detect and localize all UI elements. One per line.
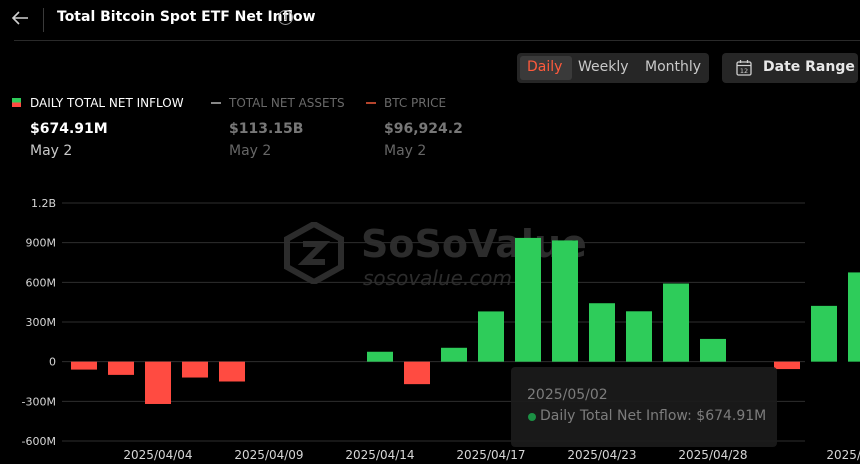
date-range-label: Date Range [763,59,855,75]
bar-2025-04-07[interactable] [182,361,208,378]
legend-value: $674.91M [30,121,108,137]
x-tick-label: 2025/05/02 [826,448,860,462]
y-tick-label: -300M [22,395,56,408]
tooltip-series-dot-icon [528,413,536,421]
x-tick-label: 2025/04/23 [567,448,636,462]
tab-monthly[interactable]: Monthly [645,59,702,75]
bar-2025-04-25[interactable] [663,283,689,362]
back-arrow-icon[interactable] [10,8,30,28]
bar-2025-04-17[interactable] [478,311,504,362]
bar-2025-04-08[interactable] [219,361,245,382]
y-tick-label: 900M [26,237,57,250]
legend-key-assets-icon [211,102,221,104]
y-tick-label: -600M [22,435,56,448]
y-tick-label: 600M [26,276,57,289]
watermark: SoSoValue sosovalue.com [283,220,603,290]
bar-2025-04-24[interactable] [626,311,652,362]
tooltip-date: 2025/05/02 [527,387,608,403]
period-tabs: Daily Weekly Monthly [517,53,709,83]
info-icon[interactable]: i [278,10,293,25]
tooltip-label: Daily Total Net Inflow: $674.91M [540,408,767,424]
bar-2025-04-30[interactable] [774,361,800,370]
watermark-url: sosovalue.com [363,266,513,290]
legend-value: $96,924.2 [384,121,463,137]
x-tick-label: 2025/04/04 [123,448,192,462]
y-tick-label: 1.2B [31,197,56,210]
calendar-icon: 12 [736,60,752,76]
active-tab-background [520,56,572,80]
date-range-button[interactable]: 12 Date Range [722,53,858,83]
x-tick-label: 2025/04/09 [234,448,303,462]
x-tick-label: 2025/04/17 [456,448,525,462]
bar-2025-04-16[interactable] [441,347,467,362]
bar-2025-05-02[interactable] [848,272,860,362]
bar-2025-04-15[interactable] [404,361,430,385]
legend-label: TOTAL NET ASSETS [229,96,345,110]
bar-2025-04-22[interactable] [552,240,578,362]
tab-weekly[interactable]: Weekly [578,59,629,75]
y-tick-label: 0 [49,356,56,369]
legend-date: May 2 [229,143,272,159]
header-divider [43,8,44,32]
y-tick-label: 300M [26,316,57,329]
inflow-bar-chart: 1.2B 900M 600M 300M 0 -300M -600M 2025/04/04 202… [22,197,860,462]
legend-key-price-icon [366,102,376,104]
watermark-name: SoSoValue [361,222,587,266]
chart-tooltip: 2025/05/02 Daily Total Net Inflow: $674.… [511,367,777,447]
legend-label: BTC PRICE [384,96,447,110]
x-tick-label: 2025/04/14 [345,448,414,462]
bar-2025-04-28[interactable] [700,338,726,362]
legend-label: DAILY TOTAL NET INFLOW [30,96,184,110]
page-title: Total Bitcoin Spot ETF Net Inflow [57,9,316,25]
header: Total Bitcoin Spot ETF Net Inflow i [0,0,860,40]
bar-2025-04-02[interactable] [71,361,97,370]
bar-2025-05-01[interactable] [811,305,837,362]
bar-2025-04-23[interactable] [589,303,615,362]
calendar-icon-number: 12 [740,67,748,75]
x-tick-label: 2025/04/28 [678,448,747,462]
legend-date: May 2 [30,143,73,159]
bar-2025-04-14[interactable] [367,351,393,362]
bar-2025-04-21[interactable] [515,237,541,362]
legend-date: May 2 [384,143,427,159]
tab-daily[interactable]: Daily [527,59,563,75]
header-separator [14,40,860,41]
bar-2025-04-04[interactable] [145,361,171,404]
bar-2025-04-03[interactable] [108,361,134,375]
legend-key-inflow-icon [12,98,21,107]
legend-value: $113.15B [229,121,304,137]
